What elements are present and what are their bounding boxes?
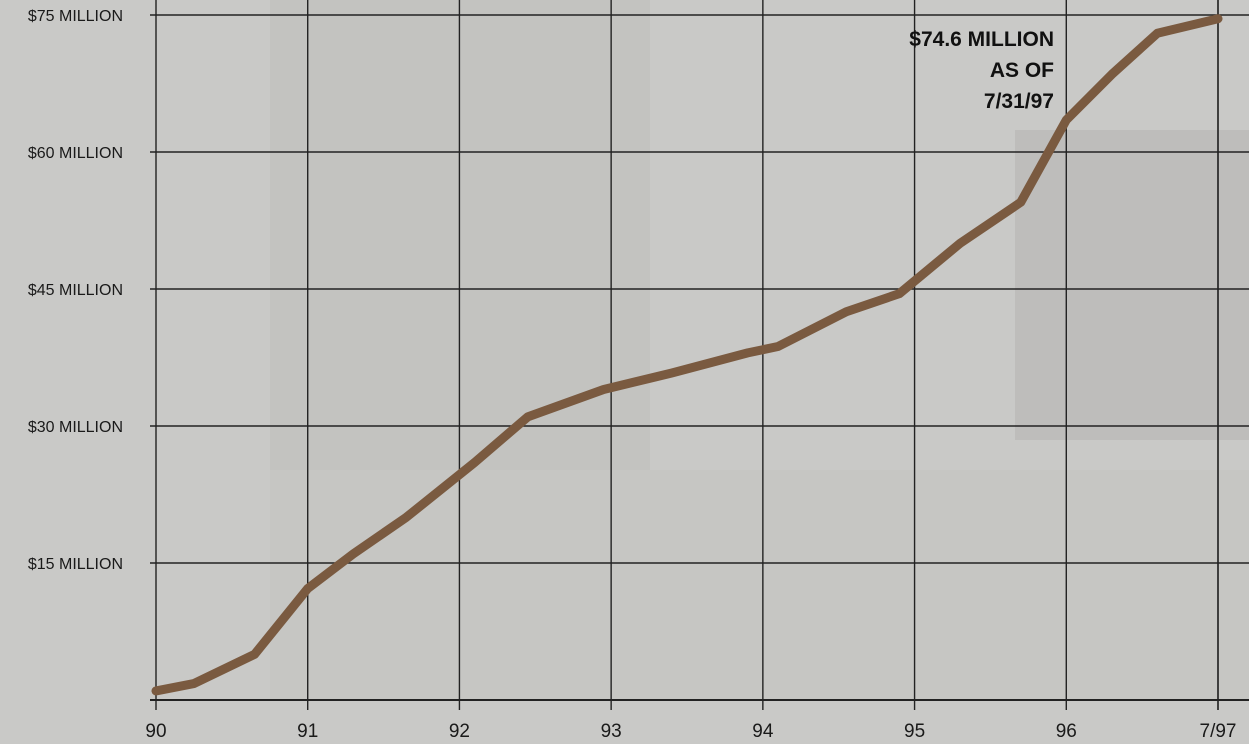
annotation-text: AS OF — [990, 59, 1054, 82]
x-tick-label: 90 — [145, 721, 166, 742]
y-tick-label: $60 MILLION — [28, 145, 123, 162]
y-tick-label: $15 MILLION — [28, 556, 123, 573]
annotation-text: 7/31/97 — [984, 90, 1054, 113]
x-tick-label: 95 — [904, 721, 925, 742]
x-tick-label: 94 — [752, 721, 774, 742]
series — [151, 14, 1223, 696]
backdrop-panel — [1015, 130, 1249, 440]
x-tick-label: 92 — [449, 721, 470, 742]
x-tick-label: 96 — [1056, 721, 1077, 742]
x-tick-label: 93 — [601, 721, 622, 742]
backdrop-panel — [270, 470, 1249, 700]
x-tick-label: 7/97 — [1200, 721, 1237, 742]
y-tick-label: $30 MILLION — [28, 419, 123, 436]
annotations: $74.6 MILLION AS OF 7/31/97 — [909, 28, 1054, 113]
x-tick-label: 91 — [297, 721, 318, 742]
y-axis: $15 MILLION $30 MILLION $45 MILLION $60 MIL… — [28, 8, 123, 573]
grid — [150, 0, 1249, 710]
series-line — [151, 14, 1223, 696]
y-tick-label: $75 MILLION — [28, 8, 123, 25]
x-axis: 90 91 92 93 94 95 96 7/97 — [145, 721, 1236, 742]
annotation-text: $74.6 MILLION — [909, 28, 1054, 51]
y-tick-label: $45 MILLION — [28, 282, 123, 299]
